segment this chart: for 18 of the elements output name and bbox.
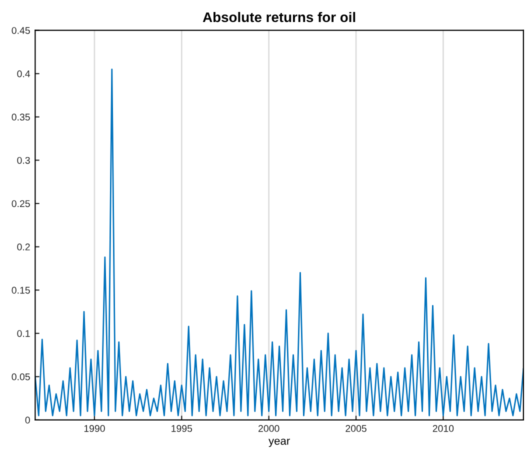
y-tick-label: 0.3	[17, 156, 30, 164]
y-tick-label: 0.25	[12, 200, 30, 208]
y-tick-label: 0.15	[12, 286, 30, 294]
x-tick-label: 1995	[172, 425, 192, 432]
chart-title: Absolute returns for oil	[202, 12, 356, 22]
y-tick-label: 0.45	[12, 27, 30, 34]
x-tick-label: 2000	[258, 425, 280, 432]
x-tick-label: 2010	[432, 425, 454, 432]
y-tick-label: 0.4	[17, 70, 30, 78]
x-axis-title: year	[268, 438, 290, 447]
y-tick-label: 0.05	[12, 373, 30, 380]
x-tick-label: 2005	[346, 425, 366, 432]
line-series	[35, 68, 524, 416]
y-tick-label: 0.35	[12, 114, 30, 121]
y-tick-label: 0.2	[17, 244, 30, 250]
x-tick-label: 1990	[84, 425, 105, 432]
y-tick-label: 0.1	[17, 330, 30, 337]
y-tick-label: 0	[25, 416, 30, 424]
